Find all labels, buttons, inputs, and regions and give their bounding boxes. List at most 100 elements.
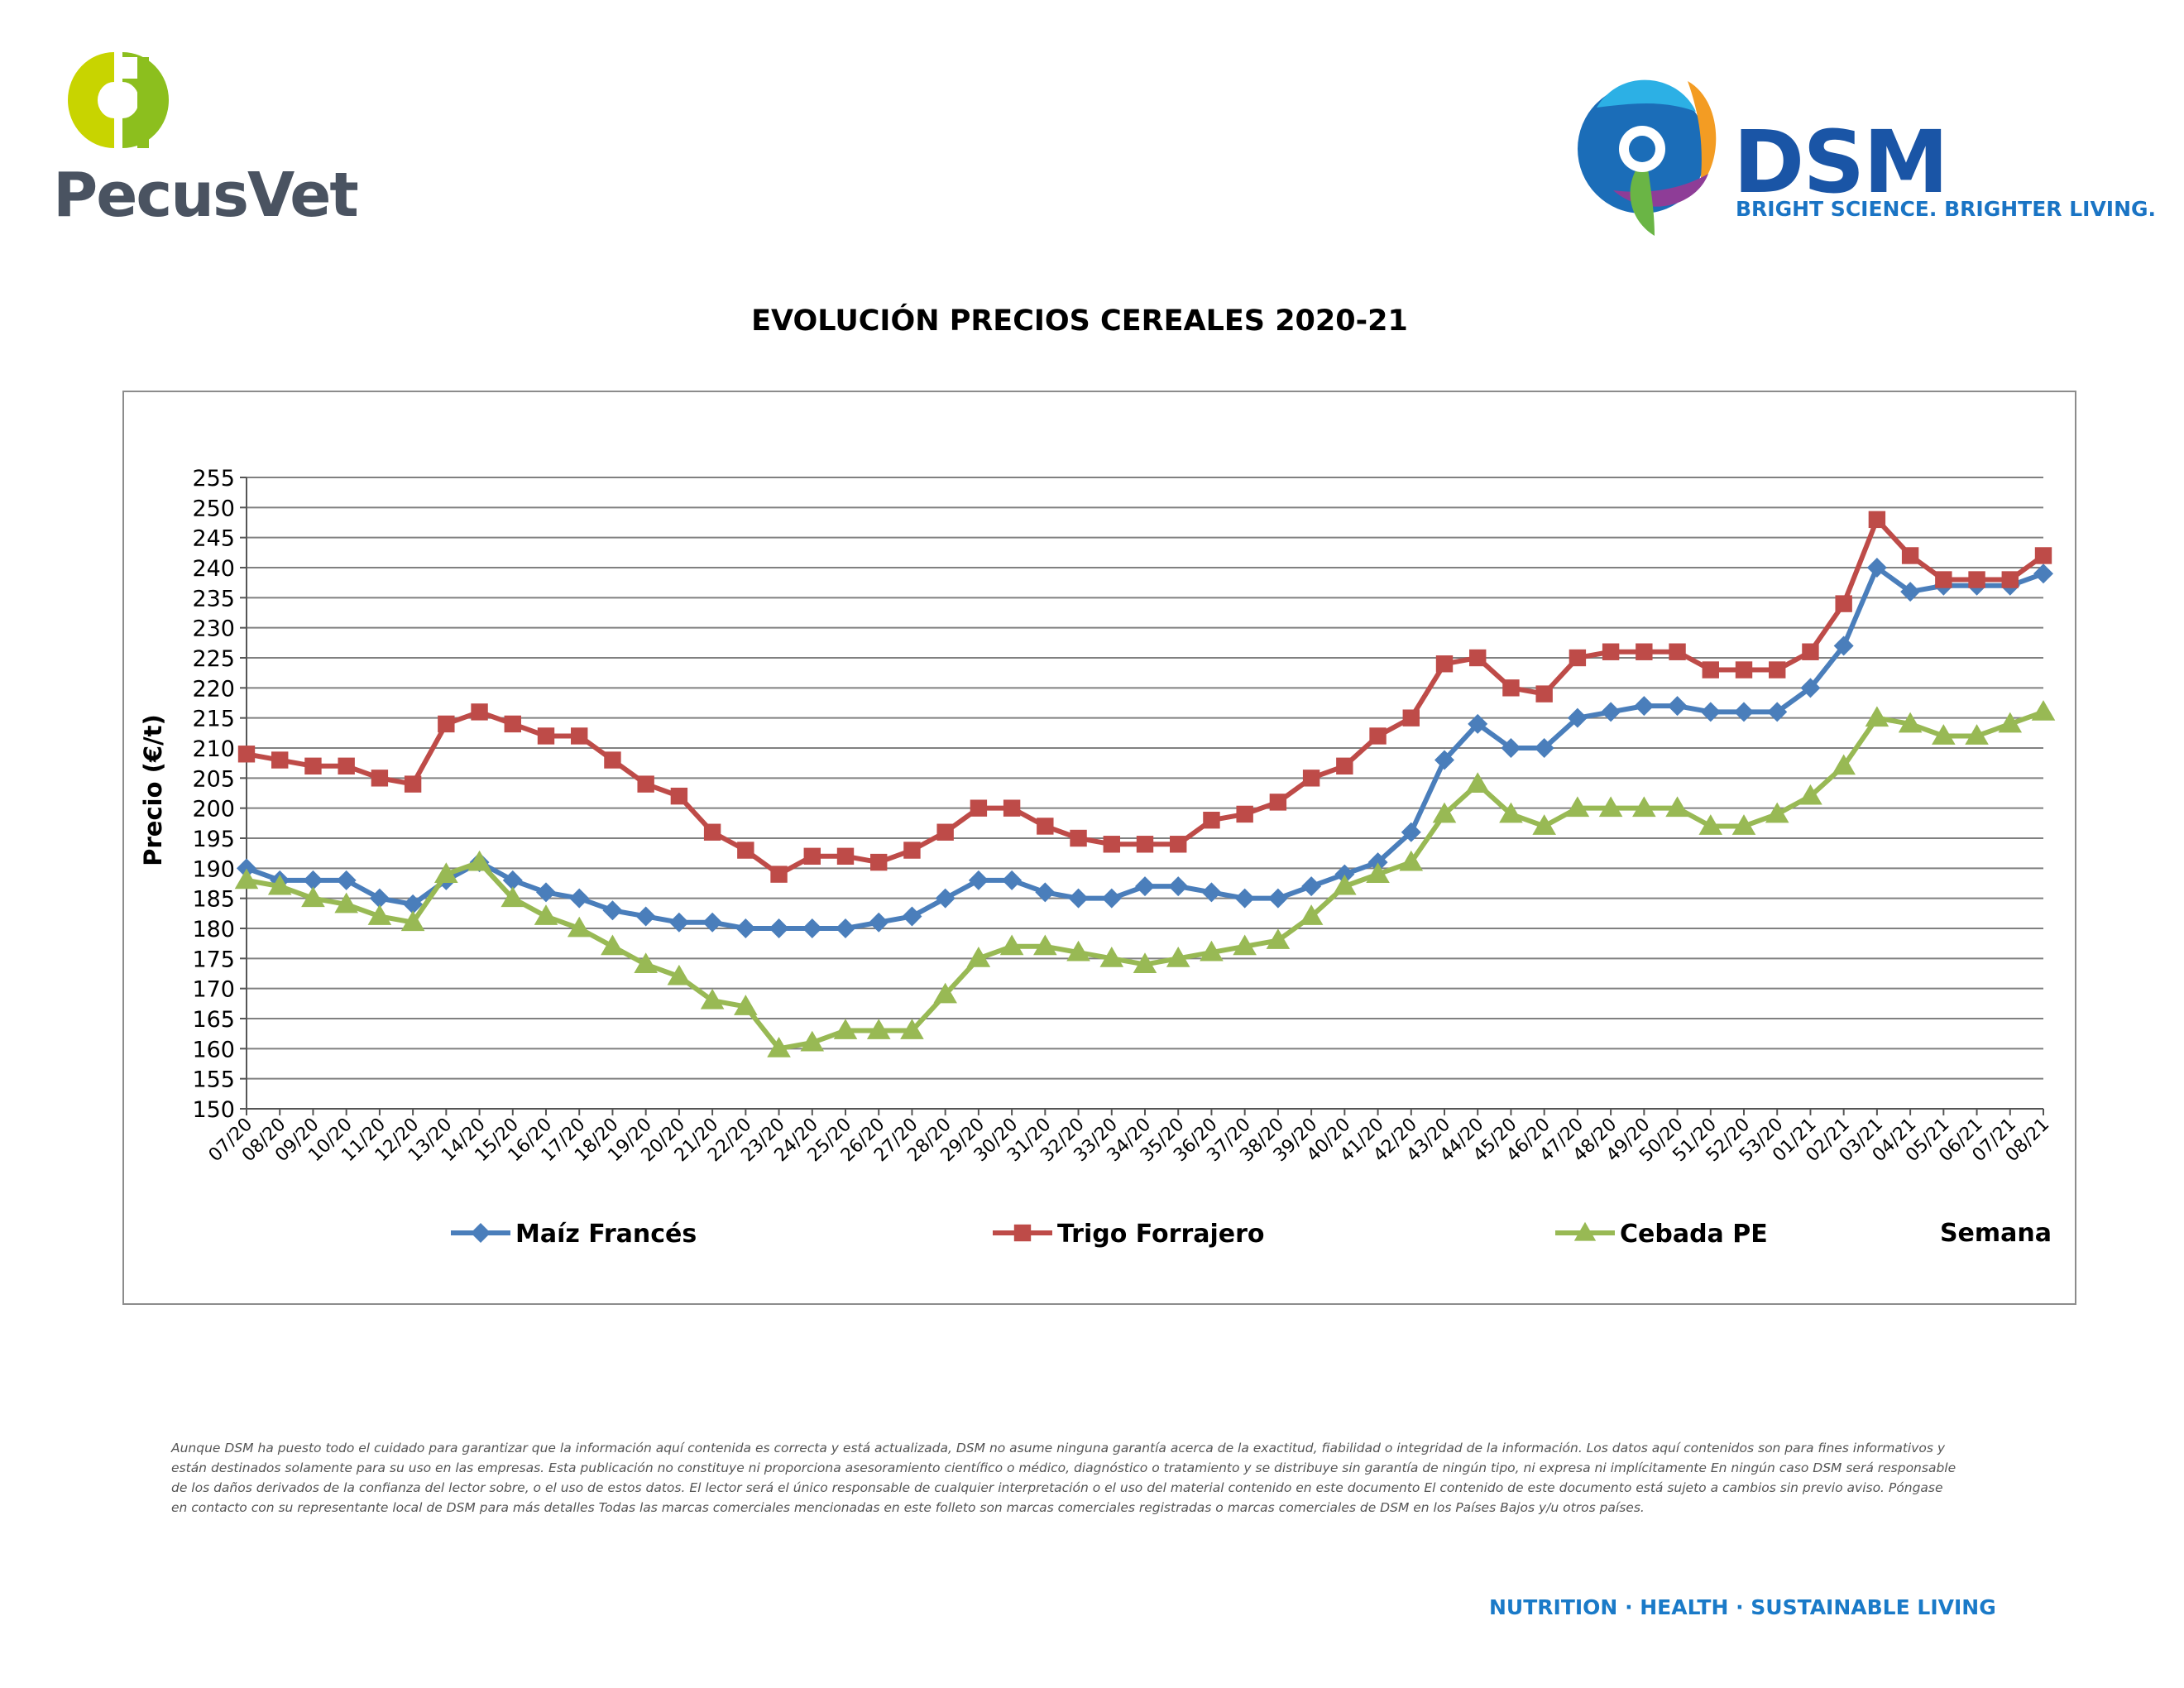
chart-frame — [122, 391, 2076, 1305]
data-point — [434, 862, 458, 883]
data-point — [1602, 643, 1620, 660]
data-point — [1636, 643, 1653, 660]
data-point — [734, 995, 758, 1015]
y-tick-label: 195 — [192, 827, 235, 852]
data-point — [1932, 724, 1956, 745]
data-point — [1203, 812, 1220, 829]
y-tick-label: 170 — [192, 977, 235, 1003]
y-tick-label: 225 — [192, 646, 235, 672]
data-point — [1835, 595, 1852, 612]
data-point — [903, 842, 921, 859]
data-point — [2031, 700, 2056, 721]
y-tick-label: 250 — [192, 496, 235, 521]
data-point — [869, 912, 889, 933]
data-point — [471, 703, 488, 721]
y-tick-label: 160 — [192, 1037, 235, 1062]
data-point — [1334, 864, 1355, 885]
data-point — [1734, 702, 1754, 722]
footer-tagline: NUTRITION · HEALTH · SUSTAINABLE LIVING — [1489, 1595, 1996, 1619]
dsm-logo: DSM BRIGHT SCIENCE. BRIGHTER LIVING. — [1564, 66, 2156, 240]
data-point — [400, 910, 425, 932]
legend-item: Cebada PE — [1555, 1220, 1768, 1249]
data-point — [933, 982, 957, 1004]
data-point — [1499, 802, 1523, 823]
data-point — [1336, 757, 1353, 774]
data-point — [1101, 888, 1122, 909]
data-point — [1168, 876, 1189, 897]
data-point — [1136, 836, 1154, 853]
data-point — [1598, 796, 1623, 818]
data-point — [966, 947, 991, 967]
data-point — [1669, 643, 1686, 660]
data-point — [769, 918, 789, 938]
data-point — [1434, 750, 1454, 770]
data-point — [534, 904, 558, 925]
data-point — [567, 916, 592, 938]
y-tick-label: 200 — [192, 797, 235, 822]
legend-marker — [1573, 1221, 1597, 1241]
chart-title: EVOLUCIÓN PRECIOS CEREALES 2020-21 — [751, 305, 1408, 338]
data-point — [502, 870, 523, 890]
data-point — [1700, 702, 1721, 722]
data-point — [1399, 850, 1424, 871]
data-point — [467, 850, 491, 871]
data-point — [637, 775, 654, 793]
data-point — [634, 952, 658, 973]
y-tick-label: 220 — [192, 676, 235, 702]
data-point — [936, 823, 954, 841]
data-point — [1037, 818, 1054, 835]
series-layer — [234, 511, 2056, 1057]
data-point — [1266, 928, 1291, 949]
data-point — [237, 858, 256, 879]
data-point — [571, 727, 588, 745]
data-point — [1469, 649, 1487, 667]
data-point — [1066, 940, 1090, 961]
legend-item: Trigo Forrajero — [993, 1220, 1265, 1249]
data-point — [1998, 712, 2023, 733]
data-point — [404, 775, 422, 793]
series-1 — [237, 511, 2052, 883]
data-point — [1865, 706, 1889, 727]
data-point — [536, 882, 556, 903]
data-point — [371, 770, 389, 787]
legend-label: Maíz Francés — [515, 1220, 697, 1249]
data-point — [1632, 796, 1656, 818]
data-point — [1070, 829, 1087, 847]
data-point — [1236, 805, 1253, 823]
gridlines — [247, 477, 2043, 1110]
data-point — [237, 746, 256, 763]
legend-label: Trigo Forrajero — [1057, 1220, 1265, 1249]
data-point — [1569, 649, 1587, 667]
data-point — [1068, 888, 1089, 909]
data-point — [667, 964, 692, 985]
data-point — [1965, 724, 1989, 745]
data-point — [1898, 712, 1923, 733]
y-tick-label: 210 — [192, 736, 235, 762]
data-point — [970, 799, 988, 817]
data-point — [1601, 702, 1621, 722]
data-point — [668, 912, 689, 933]
data-point — [870, 853, 888, 871]
data-point — [334, 892, 358, 914]
data-point — [1634, 696, 1655, 717]
data-point — [1735, 661, 1753, 679]
data-point — [336, 870, 357, 890]
data-point — [1201, 882, 1222, 903]
series-2 — [234, 700, 2056, 1057]
data-point — [1269, 794, 1287, 811]
dsm-tagline: BRIGHT SCIENCE. BRIGHTER LIVING. — [1736, 197, 2157, 221]
data-point — [1667, 696, 1688, 717]
data-point — [1502, 679, 1520, 697]
y-tick-label: 185 — [192, 887, 235, 913]
data-point — [2034, 547, 2052, 564]
data-point — [902, 906, 922, 927]
data-point — [1435, 655, 1454, 673]
data-point — [2033, 563, 2053, 584]
data-point — [1765, 802, 1789, 823]
data-point — [1832, 754, 1856, 775]
data-point — [1369, 727, 1387, 745]
data-point — [802, 918, 822, 938]
y-tick-label: 180 — [192, 917, 235, 942]
data-point — [1800, 678, 1821, 698]
data-point — [999, 934, 1024, 956]
